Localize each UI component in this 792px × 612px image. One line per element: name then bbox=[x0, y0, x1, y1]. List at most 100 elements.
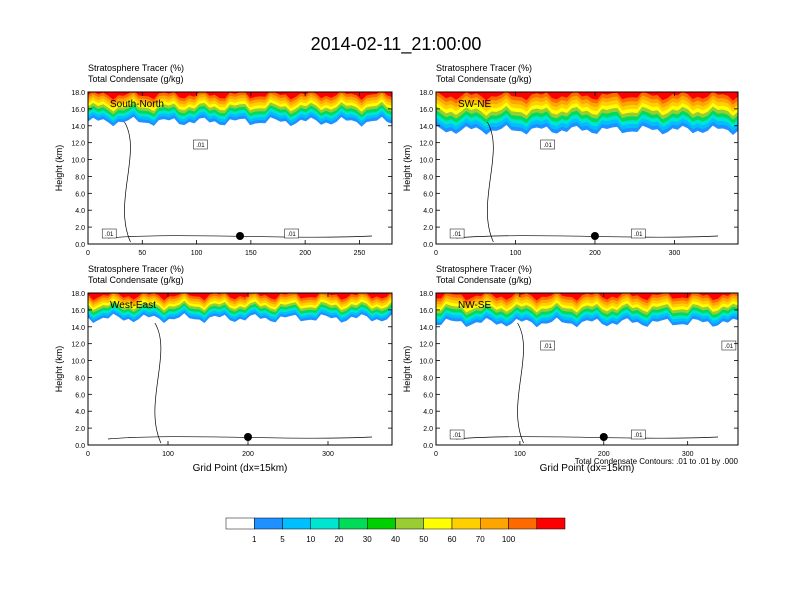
colorbar-swatch bbox=[367, 517, 396, 530]
y-tick-label: 14.0 bbox=[419, 124, 433, 131]
y-tick-label: 12.0 bbox=[71, 141, 85, 148]
x-tick-label: 100 bbox=[514, 451, 526, 458]
panel-nw-se: .01 .01 .01 .01 NW-SE Stratosphere Tracer (%)… bbox=[402, 264, 739, 474]
colorbar-swatch bbox=[338, 517, 368, 530]
tracer-band bbox=[436, 293, 738, 301]
cross-section-label: South-North bbox=[110, 99, 164, 110]
cross-section-label: West-East bbox=[110, 300, 156, 311]
y-tick-label: 10.0 bbox=[71, 158, 85, 165]
colorbar-label: 5 bbox=[280, 535, 285, 544]
y-tick-label: 6.0 bbox=[423, 392, 433, 399]
y-tick-label: 16.0 bbox=[71, 107, 85, 114]
y-tick-label: 18.0 bbox=[419, 90, 433, 97]
colorbar-label: 20 bbox=[335, 535, 344, 544]
y-tick-label: 2.0 bbox=[75, 426, 85, 433]
y-axis-title: Height (km) bbox=[402, 145, 412, 192]
contour-label: .01 bbox=[544, 143, 553, 149]
condensate-contour bbox=[455, 235, 719, 239]
panel-subtitle-tracer: Stratosphere Tracer (%) bbox=[436, 264, 532, 274]
plot-area: .01 .01 .01 bbox=[88, 92, 392, 244]
panel-subtitle-tracer: Stratosphere Tracer (%) bbox=[88, 264, 184, 274]
colorbar-label: 30 bbox=[363, 535, 372, 544]
panel-sw-ne: .01 .01 .01 SW-NE Stratosphere Tracer (%)Tot… bbox=[402, 63, 739, 257]
panel-west-east: West-East Stratosphere Tracer (%)Total Co… bbox=[54, 264, 393, 474]
y-tick-label: 2.0 bbox=[423, 225, 433, 232]
figure-title: 2014-02-11_21:00:00 bbox=[311, 34, 482, 55]
x-tick-label: 100 bbox=[510, 250, 522, 257]
contour-label: .01 bbox=[634, 433, 643, 439]
condensate-contour bbox=[107, 235, 373, 239]
panel-subtitle-tracer: Stratosphere Tracer (%) bbox=[436, 63, 532, 73]
x-tick-label: 200 bbox=[598, 451, 610, 458]
x-tick-label: 0 bbox=[434, 250, 438, 257]
y-tick-label: 0.0 bbox=[75, 242, 85, 249]
y-tick-label: 0.0 bbox=[423, 443, 433, 450]
colorbar-label: 100 bbox=[502, 535, 516, 544]
colorbar-swatch bbox=[536, 517, 566, 530]
contour-label: .01 bbox=[634, 232, 643, 238]
tracer-band bbox=[88, 92, 392, 100]
contour-label: .01 bbox=[105, 232, 114, 238]
contour-label-box bbox=[721, 340, 737, 351]
colorbar-swatch bbox=[508, 517, 537, 530]
x-tick-label: 150 bbox=[245, 250, 257, 257]
contour-label-box bbox=[449, 228, 465, 239]
y-tick-label: 16.0 bbox=[419, 107, 433, 114]
y-tick-label: 6.0 bbox=[75, 392, 85, 399]
contour-label: .01 bbox=[544, 344, 553, 350]
colorbar-swatch bbox=[395, 517, 424, 530]
panel-subtitle-condensate: Total Condensate (g/kg) bbox=[436, 275, 532, 285]
colorbar-label: 60 bbox=[448, 535, 457, 544]
y-tick-label: 18.0 bbox=[71, 90, 85, 97]
contour-label-box bbox=[540, 139, 555, 150]
y-tick-label: 4.0 bbox=[75, 208, 85, 215]
y-tick-label: 10.0 bbox=[71, 359, 85, 366]
colorbar: 1 5 10 20 30 40 50 60 70 100 bbox=[225, 517, 566, 544]
cross-section-label: SW-NE bbox=[458, 99, 491, 110]
y-axis-title: Height (km) bbox=[54, 346, 64, 393]
condensate-contour bbox=[517, 322, 524, 444]
y-tick-label: 8.0 bbox=[75, 375, 85, 382]
plot-frame bbox=[435, 292, 739, 446]
colorbar-label: 70 bbox=[476, 535, 485, 544]
panel-subtitle-condensate: Total Condensate (g/kg) bbox=[436, 74, 532, 84]
y-tick-label: 12.0 bbox=[419, 141, 433, 148]
panel-subtitle-condensate: Total Condensate (g/kg) bbox=[88, 275, 184, 285]
y-axis-title: Height (km) bbox=[402, 346, 412, 393]
y-tick-label: 16.0 bbox=[419, 308, 433, 315]
tracer-band bbox=[88, 293, 392, 301]
colorbar-swatch bbox=[451, 517, 481, 530]
colorbar-swatch bbox=[282, 517, 311, 530]
y-tick-label: 10.0 bbox=[419, 158, 433, 165]
plot-area: .01 .01 .01 .01 bbox=[436, 293, 738, 445]
colorbar-swatch bbox=[480, 517, 509, 530]
colorbar-swatch bbox=[423, 517, 453, 530]
x-tick-label: 300 bbox=[322, 451, 334, 458]
condensate-contour bbox=[486, 121, 494, 243]
location-marker bbox=[590, 232, 599, 240]
contour-label-box bbox=[193, 139, 208, 150]
y-tick-label: 2.0 bbox=[75, 225, 85, 232]
contour-label: .01 bbox=[453, 232, 462, 238]
x-tick-label: 0 bbox=[86, 451, 90, 458]
x-axis-title: Grid Point (dx=15km) bbox=[540, 463, 635, 474]
x-tick-label: 300 bbox=[669, 250, 681, 257]
x-tick-label: 250 bbox=[354, 250, 366, 257]
y-tick-label: 6.0 bbox=[75, 191, 85, 198]
plot-frame bbox=[87, 292, 393, 446]
panel-subtitle-condensate: Total Condensate (g/kg) bbox=[88, 74, 184, 84]
x-tick-label: 0 bbox=[434, 451, 438, 458]
x-axis-title: Grid Point (dx=15km) bbox=[193, 463, 288, 474]
colorbar-label: 10 bbox=[306, 535, 315, 544]
x-tick-label: 0 bbox=[86, 250, 90, 257]
y-tick-label: 8.0 bbox=[423, 375, 433, 382]
plot-area bbox=[88, 293, 392, 445]
x-tick-label: 200 bbox=[589, 250, 601, 257]
condensate-contour bbox=[154, 322, 162, 444]
y-tick-label: 12.0 bbox=[71, 342, 85, 349]
contour-label-box bbox=[631, 429, 646, 440]
plot-frame bbox=[435, 91, 739, 245]
colorbar-swatch bbox=[225, 517, 255, 530]
colorbar-label: 40 bbox=[391, 535, 400, 544]
